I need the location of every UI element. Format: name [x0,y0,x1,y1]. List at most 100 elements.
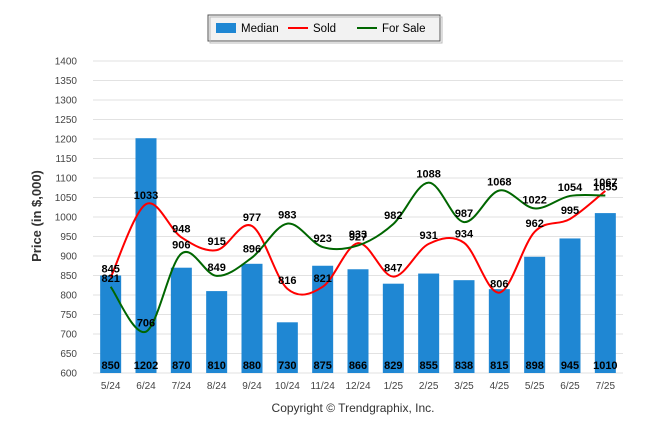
y-tick-label: 850 [60,271,77,282]
y-tick-label: 900 [60,252,77,263]
bar-median [241,263,263,373]
line-sold [109,190,606,296]
data-label-sold: 977 [243,212,261,224]
bar-median [382,283,404,373]
x-tick-label: 10/24 [275,381,300,392]
legend-item-for-sale: For Sale [357,23,425,35]
data-label-median: 866 [349,360,367,372]
legend-item-sold: Sold [288,23,336,35]
data-label-median: 838 [455,360,473,372]
y-tick-label: 1150 [55,154,77,165]
x-tick-label: 7/24 [172,381,192,392]
data-label-median: 850 [101,360,119,372]
legend: Median Sold For Sale [207,14,443,44]
x-tick-label: 5/25 [525,381,545,392]
data-label-sold: 1067 [593,177,617,189]
data-label-median: 829 [384,360,402,372]
data-label-for-sale: 906 [172,240,190,252]
bar-median [170,267,192,373]
data-label-for-sale: 1055 [593,182,617,194]
x-tick-label: 3/25 [454,381,474,392]
data-label-median: 870 [172,360,190,372]
data-label-sold: 995 [561,205,579,217]
data-label-sold: 933 [349,229,367,241]
data-label-sold: 931 [419,230,437,242]
y-tick-label: 650 [60,349,77,360]
data-label-for-sale: 1022 [522,194,546,206]
data-label-sold: 915 [207,236,225,248]
copyright-credit: Copyright © Trendgraphix, Inc. [272,401,435,415]
y-tick-label: 1200 [55,135,78,146]
data-label-sold: 934 [455,229,474,241]
x-tick-label: 1/25 [384,381,404,392]
data-label-sold: 962 [525,218,543,230]
bar-median [418,273,440,373]
y-tick-label: 1050 [55,193,78,204]
y-axis-label: Price (in $,000) [29,170,44,262]
data-label-sold: 948 [172,223,190,235]
bar-median [488,289,510,373]
data-label-median: 810 [207,360,225,372]
x-tick-label: 2/25 [419,381,439,392]
bar-median [135,138,157,373]
bar-median [100,275,122,373]
y-axis-ticks: 600 650 700 750 800 850 900 950 1000 1050 1100 1150… [55,57,78,380]
data-label-for-sale: 896 [243,244,261,256]
bar-median [206,291,228,373]
data-label-median: 815 [490,360,508,372]
legend-swatch [216,23,236,33]
data-label-for-sale: 982 [384,210,402,222]
data-label-for-sale: 821 [101,273,119,285]
data-label-sold: 816 [278,275,296,287]
bar-median [594,213,616,373]
series-lines [109,181,606,333]
y-tick-label: 950 [60,232,77,243]
data-label-median: 730 [278,360,296,372]
data-label-median: 855 [419,360,437,372]
data-label-for-sale: 706 [137,318,155,330]
y-tick-label: 1350 [55,76,78,87]
x-tick-label: 4/25 [490,381,510,392]
x-tick-label: 11/24 [311,381,336,392]
data-label-sold: 845 [101,263,119,275]
legend-item-median: Median [216,23,279,35]
x-tick-label: 8/24 [207,381,227,392]
data-label-median: 880 [243,360,261,372]
y-tick-label: 1300 [55,96,78,107]
y-tick-label: 1400 [55,57,78,68]
x-tick-label: 6/25 [560,381,580,392]
data-label-median: 945 [561,360,579,372]
legend-label: For Sale [382,23,425,35]
y-tick-label: 700 [60,330,77,341]
x-tick-label: 6/24 [136,381,156,392]
x-tick-label: 7/25 [596,381,616,392]
data-label-sold: 821 [313,273,331,285]
data-label-median: 898 [525,360,543,372]
bar-median [524,256,546,373]
x-tick-label: 9/24 [242,381,262,392]
data-label-for-sale: 983 [278,210,296,222]
data-label-for-sale: 1054 [558,182,583,194]
x-tick-label: 12/24 [345,381,370,392]
data-label-for-sale: 923 [313,233,331,245]
legend-label: Median [241,23,279,35]
bar-median [347,269,369,373]
bar-median [276,322,298,373]
data-label-sold: 806 [490,279,508,291]
data-label-sold: 847 [384,263,402,275]
y-tick-label: 1000 [55,213,78,224]
x-tick-label: 5/24 [101,381,121,392]
bar-median [453,280,475,373]
data-labels: 850 1202 870 810 880 730 875 866 829 855 838 815 898… [101,169,617,372]
data-label-for-sale: 1088 [416,169,440,181]
data-label-median: 1010 [593,360,617,372]
data-label-median: 875 [313,360,331,372]
data-label-for-sale: 927 [349,231,367,243]
y-tick-label: 600 [60,369,77,380]
median-bars [100,138,616,373]
y-tick-label: 750 [60,310,77,321]
data-label-for-sale: 987 [455,208,473,220]
y-tick-label: 1250 [55,115,78,126]
legend-label: Sold [313,23,336,35]
